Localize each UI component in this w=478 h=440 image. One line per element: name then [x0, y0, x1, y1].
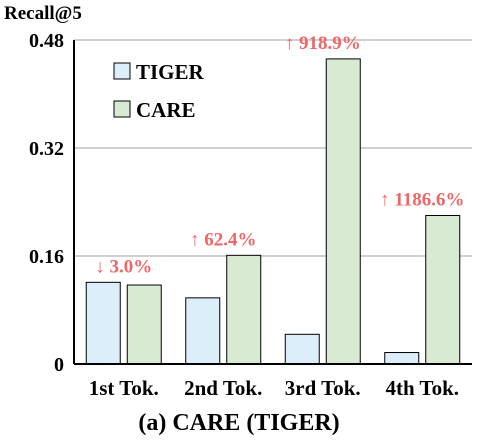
x-tick-label: 1st Tok.	[89, 376, 159, 400]
legend-swatch-tiger	[113, 62, 131, 80]
bar-care	[425, 215, 461, 365]
axes	[73, 40, 472, 365]
y-tick-label: 0.16	[29, 246, 64, 268]
bar-care	[325, 58, 361, 365]
y-tick-label: 0.32	[29, 138, 64, 160]
legend-label-tiger: TIGER	[136, 60, 205, 84]
y-tick-label: 0	[54, 354, 64, 376]
x-tick-label: 2nd Tok.	[184, 376, 262, 400]
x-tick-label: 4th Tok.	[385, 376, 459, 400]
y-tick-label: 0.48	[29, 30, 64, 52]
bar-annotations: ↓ 3.0% ↑ 62.4% ↑ 918.9% ↑ 1186.6%	[95, 33, 464, 277]
bar-tiger	[85, 281, 121, 365]
bar-annotation: ↑ 918.9%	[285, 33, 361, 54]
bar-annotation: ↑ 62.4%	[190, 229, 257, 250]
legend: TIGER CARE	[113, 60, 205, 122]
bar-tiger	[384, 352, 420, 365]
bars	[85, 58, 461, 365]
y-tick-labels: 0 0.16 0.32 0.48	[29, 30, 64, 376]
legend-label-care: CARE	[136, 98, 196, 122]
chart-caption: (a) CARE (TIGER)	[138, 410, 339, 436]
bar-annotation: ↓ 3.0%	[95, 256, 152, 277]
bar-tiger	[185, 297, 221, 365]
legend-swatch-care	[113, 100, 131, 118]
x-tick-labels: 1st Tok. 2nd Tok. 3rd Tok. 4th Tok.	[89, 376, 459, 400]
bar-tiger	[284, 333, 320, 365]
y-axis-label: Recall@5	[4, 3, 82, 24]
grid-lines	[74, 39, 472, 257]
bar-annotation: ↑ 1186.6%	[380, 190, 464, 211]
bar-care	[226, 254, 262, 365]
x-tick-label: 3rd Tok.	[285, 376, 361, 400]
bar-care	[126, 284, 162, 365]
